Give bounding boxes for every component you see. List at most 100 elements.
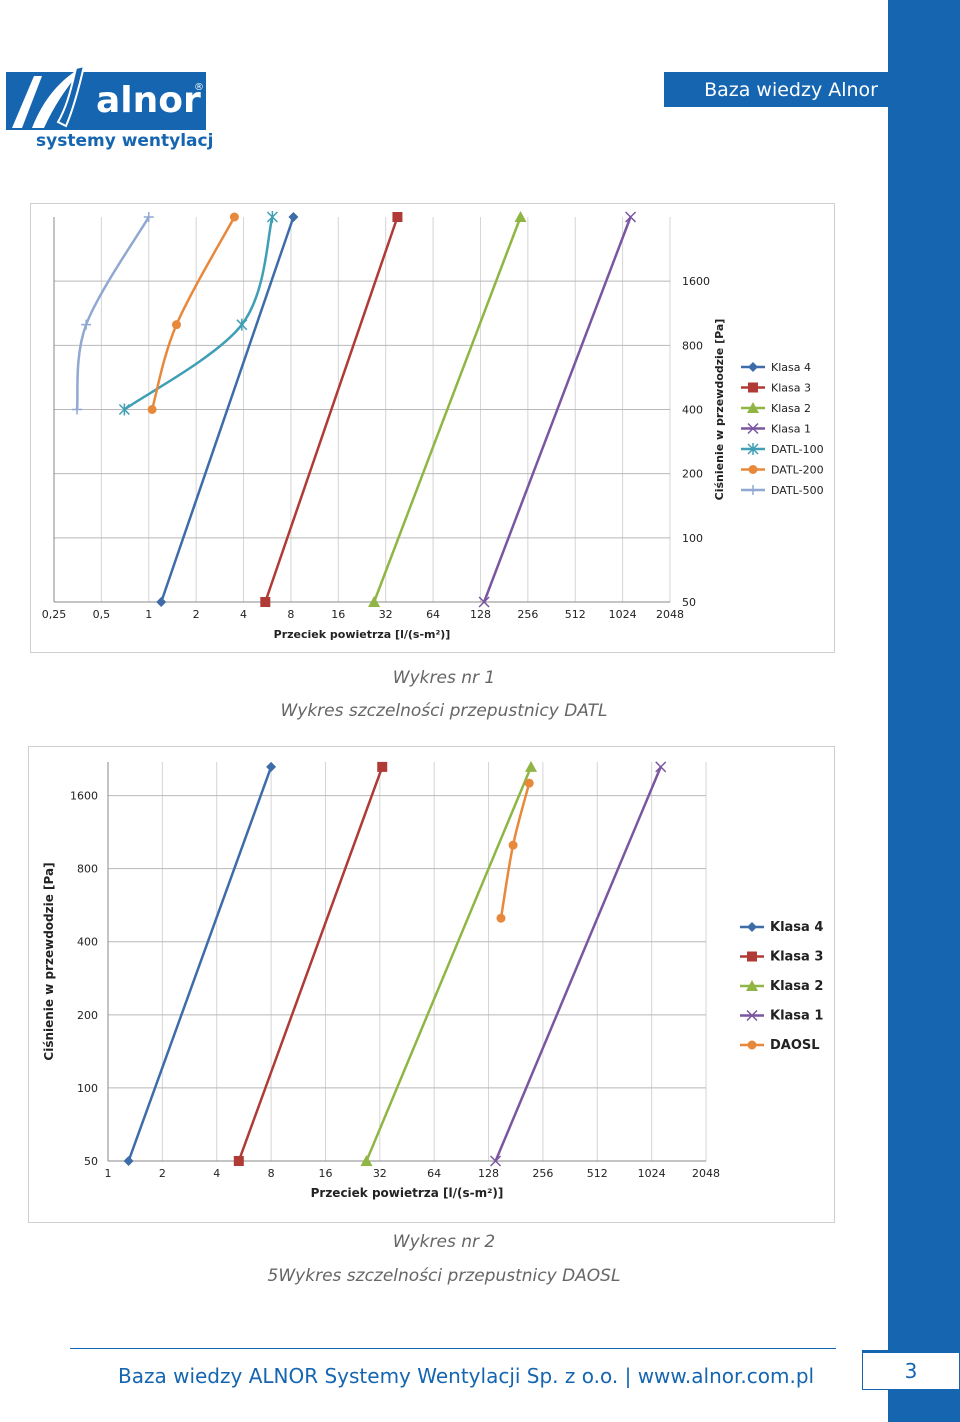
legend-marker-0: [748, 362, 758, 372]
legend-label-2: Klasa 2: [770, 979, 823, 994]
legend-marker-5: [748, 465, 758, 474]
y-tick-label-0: 50: [84, 1155, 98, 1168]
right-brand-band: [888, 0, 960, 1422]
chart2-frame: 1 2 4 8 16 32 64 128 256 512 1024 2048 50 100 200 400 80…: [28, 746, 835, 1223]
legend-marker-2: [747, 402, 759, 413]
x-tick-label-11: 512: [565, 608, 586, 621]
data-point-2-0: [368, 596, 381, 607]
y-tick-label-1: 100: [682, 532, 703, 545]
series-klasa-2: [360, 760, 538, 1166]
x-tick-label-10: 256: [517, 608, 538, 621]
series-line-2: [365, 766, 533, 1162]
series-daosl: [496, 778, 534, 923]
data-point-5-1: [171, 320, 181, 330]
x-tick-label-9: 128: [470, 608, 491, 621]
series-klasa-3: [233, 761, 388, 1166]
x-tick-label-10: 1024: [638, 1167, 666, 1180]
series-line-3: [494, 766, 662, 1162]
chart-grid: [107, 762, 707, 1162]
data-point-4-0: [118, 403, 130, 416]
legend-label-5: DATL-200: [771, 464, 824, 477]
alnor-logo: alnor ® systemy wentylacji: [4, 58, 219, 154]
chart1-caption-number: Wykres nr 1: [392, 668, 496, 688]
y-tick-label-3: 400: [77, 936, 98, 949]
page-number: 3: [904, 1359, 918, 1383]
data-point-1-1: [392, 212, 403, 222]
series-klasa-4: [156, 212, 299, 607]
data-point-3-0: [490, 1155, 502, 1167]
logo-tagline: systemy wentylacji: [36, 131, 214, 151]
x-tick-label-5: 8: [287, 608, 294, 621]
data-point-4-2: [266, 211, 278, 223]
series-datl-100: [118, 211, 278, 416]
x-tick-label-4: 4: [240, 608, 247, 621]
y-axis-label: Ciśnienie w przewdodzie [Pa]: [713, 319, 726, 501]
data-point-3-1: [655, 761, 667, 773]
data-point-1-0: [233, 1156, 244, 1166]
legend-label-0: Klasa 4: [771, 361, 811, 374]
legend-marker-1: [747, 951, 757, 962]
logo-registered: ®: [194, 82, 204, 93]
chart-legend: Klasa 4 Klasa 3 Klasa 2 Klasa 1 DATL-100 DATL…: [741, 361, 824, 497]
data-point-2-0: [360, 1155, 373, 1166]
data-point-4-1: [236, 318, 248, 331]
y-tick-label-2: 200: [77, 1009, 98, 1022]
chart2-caption-number: Wykres nr 2: [392, 1232, 496, 1252]
y-tick-label-2: 200: [682, 468, 703, 481]
y-tick-label-3: 400: [682, 404, 703, 417]
x-tick-label-2: 4: [213, 1167, 220, 1180]
y-tick-label-1: 100: [77, 1082, 98, 1095]
data-point-1-0: [260, 597, 271, 607]
series-line-1: [237, 766, 384, 1162]
x-tick-label-2: 1: [145, 608, 152, 621]
page-number-box: 3: [862, 1350, 960, 1390]
series-line-3: [482, 216, 632, 603]
y-tick-label-0: 50: [682, 596, 696, 609]
data-point-0-1: [288, 212, 299, 222]
legend-marker-6: [748, 485, 758, 495]
legend-label-2: Klasa 2: [771, 402, 811, 415]
data-point-5-2: [229, 212, 239, 222]
header-title: Baza wiedzy Alnor: [704, 78, 878, 101]
data-point-4-2: [524, 778, 534, 788]
x-tick-label-7: 128: [478, 1167, 499, 1180]
series-klasa-3: [260, 212, 403, 607]
series-klasa-1: [490, 761, 667, 1167]
x-tick-label-5: 32: [373, 1167, 387, 1180]
y-tick-label-4: 800: [682, 339, 703, 352]
legend-label-1: Klasa 3: [771, 382, 811, 395]
data-point-4-1: [508, 840, 518, 850]
legend-label-4: DAOSL: [770, 1038, 820, 1053]
x-tick-label-8: 256: [532, 1167, 553, 1180]
series-klasa-2: [368, 211, 527, 607]
legend-label-4: DATL-100: [771, 443, 824, 456]
x-tick-label-1: 0,5: [93, 608, 111, 621]
series-line-4: [123, 216, 274, 411]
x-axis-label: Przeciek powietrza [l/(s-m²)]: [311, 1186, 504, 1200]
series-datl-500: [72, 212, 154, 415]
data-point-1-1: [377, 761, 388, 772]
legend-marker-4: [747, 443, 759, 455]
chart2-caption-title: 5Wykres szczelności przepustnicy DAOSL: [267, 1266, 621, 1286]
data-point-4-0: [496, 913, 506, 923]
chart-legend: Klasa 4 Klasa 3 Klasa 2 Klasa 1 DAOSL: [740, 920, 823, 1053]
data-point-3-0: [478, 596, 490, 608]
series-line-0: [160, 216, 295, 603]
x-tick-label-8: 64: [426, 608, 440, 621]
data-point-0-1: [266, 761, 277, 772]
x-axis-label: Przeciek powietrza [l/(s-m²)]: [274, 628, 451, 641]
x-tick-label-9: 512: [587, 1167, 608, 1180]
x-tick-label-12: 1024: [609, 608, 637, 621]
legend-marker-0: [747, 922, 757, 932]
series-line-6: [75, 216, 150, 410]
logo-graphic: alnor ® systemy wentylacji: [6, 64, 219, 151]
chart1-frame: 0,25 0,5 1 2 4 8 16 32 64 128 256 512 1024 2048 50 100 2…: [30, 203, 835, 653]
footer-text: Baza wiedzy ALNOR Systemy Wentylacji Sp.…: [118, 1364, 815, 1388]
data-point-6-0: [72, 404, 83, 415]
data-point-0-0: [156, 597, 167, 607]
x-tick-label-6: 16: [331, 608, 345, 621]
data-point-6-2: [143, 212, 154, 222]
legend-marker-3: [746, 1009, 758, 1022]
legend-marker-2: [746, 980, 758, 991]
legend-label-1: Klasa 3: [770, 950, 823, 965]
